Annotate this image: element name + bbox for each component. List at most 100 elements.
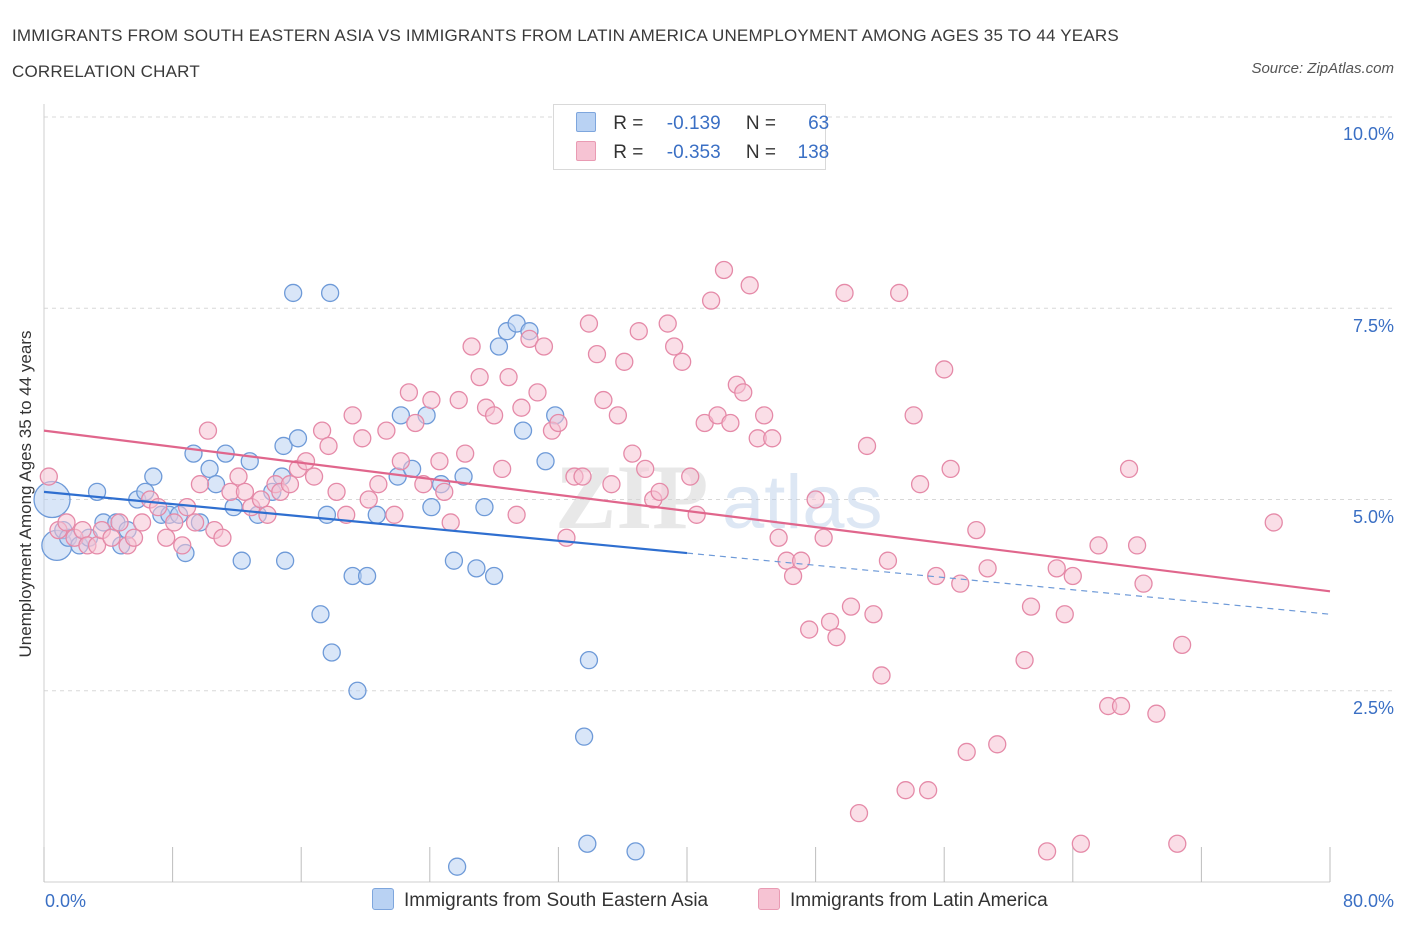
data-point [763,429,782,448]
data-point [734,383,753,402]
data-point [484,406,504,425]
data-point [435,482,454,502]
data-point [528,383,547,402]
data-point [573,467,592,486]
legend-row-latin-america: R = -0.353 N = 138 [576,138,829,168]
data-point [513,421,533,440]
data-point [820,612,840,632]
data-point [1168,834,1187,853]
data-point [414,475,433,494]
data-point [456,444,475,463]
data-point [430,452,449,471]
data-point [512,398,531,417]
data-point [39,467,58,486]
data-point [904,406,923,425]
data-point [755,406,774,425]
data-point [988,735,1007,754]
data-point [367,505,386,524]
legend-swatch-blue [372,888,394,910]
data-point [391,452,411,471]
data-point [957,742,976,762]
data-point [322,643,341,662]
data-point [190,475,210,494]
data-point [1071,834,1090,853]
data-point [507,505,526,524]
data-point [623,444,642,463]
stats-legend: R = -0.139 N = 63 R = -0.353 N = 138 [553,104,829,170]
y-tick-label: 2.5% [1352,698,1394,718]
data-point [574,727,594,746]
data-point [814,528,833,547]
data-point [288,429,308,448]
data-point [1127,536,1147,555]
legend-row-south-eastern-asia: R = -0.139 N = 63 [576,109,829,139]
data-point [872,666,891,685]
data-point [890,283,909,303]
data-point [849,804,869,823]
data-point [165,513,184,532]
data-point [357,566,377,586]
data-point [608,406,628,425]
trend-line-extension-south-eastern-asia [686,552,1331,615]
data-point [343,406,362,425]
data-point [33,480,71,519]
data-point [296,452,316,471]
x-tick-label-min: 0.0% [45,891,87,911]
data-point [444,551,464,570]
data-point [467,559,486,578]
data-point [280,475,300,494]
y-tick-label: 10.0% [1342,124,1394,144]
data-point [359,490,378,509]
data-point [557,528,576,547]
data-point [658,314,677,333]
legend-item-latin-america: Immigrants from Latin America [758,888,1048,912]
data-point [462,337,481,356]
y-tick-label: 5.0% [1352,507,1394,527]
data-point [251,490,271,509]
series-south-eastern-asia [33,283,645,876]
data-point [714,260,734,280]
data-point [173,536,192,555]
data-point [224,497,243,517]
data-point [536,452,555,471]
data-point [235,482,255,502]
data-point [102,528,121,547]
data-point [319,436,338,456]
n-label: N = [745,142,776,163]
data-point [791,551,811,570]
data-point [534,337,554,356]
data-point [650,482,669,502]
data-point [177,497,197,517]
data-point [275,551,295,570]
data-point [132,513,152,532]
series-latin-america [39,260,1283,861]
data-point [1089,536,1108,555]
gridlines [44,116,1392,692]
data-point [579,314,599,333]
data-point [935,360,954,379]
data-point [312,421,332,440]
data-point [1264,513,1283,532]
data-point [484,566,504,586]
data-point [73,520,92,540]
data-point [636,459,655,479]
data-point [399,383,419,402]
data-point [615,352,634,371]
data-point [806,490,825,509]
data-point [447,857,467,876]
data-point [124,528,144,547]
data-point [626,842,645,861]
data-point [470,367,489,387]
data-point [864,605,883,624]
y-tick-label: 7.5% [1352,316,1394,336]
data-point [520,329,539,349]
data-point [422,390,441,410]
data-point [800,620,819,639]
data-point [878,551,898,570]
data-point [827,628,846,647]
data-point [896,781,915,800]
data-point [549,413,568,433]
data-point [304,467,324,486]
legend-swatch-pink [758,888,780,910]
